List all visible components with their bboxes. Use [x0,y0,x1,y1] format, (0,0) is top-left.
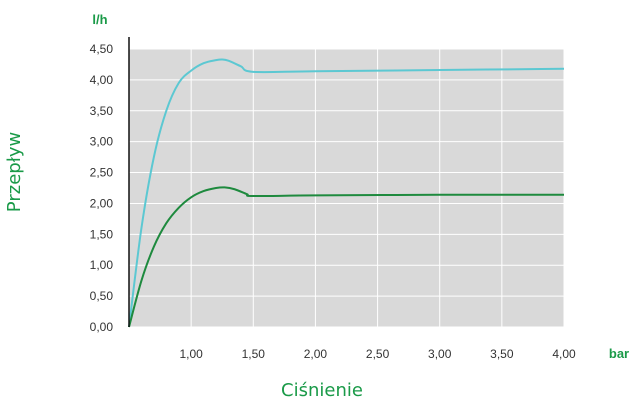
y-tick-label: 3,00 [90,135,114,149]
y-tick-label: 0,00 [90,320,114,334]
x-tick-label: 1,00 [179,347,203,361]
y-tick-label: 2,50 [90,166,114,180]
y-tick-label: 4,50 [90,42,114,56]
y-tick-label: 4,00 [90,73,114,87]
x-tick-label: 2,50 [366,347,390,361]
x-tick-label: 3,00 [428,347,452,361]
y-tick-label: 2,00 [90,196,114,210]
x-tick-label: 4,00 [552,347,576,361]
grid-lines [129,48,565,328]
series-lines [128,58,565,328]
series-line-2 [128,186,565,328]
x-tick-label: 2,00 [304,347,328,361]
y-tick-labels: 0,00 0,50 1,00 1,50 2,00 2,50 3,00 3,50 4,00 4,50 [90,42,114,334]
plot-area [129,49,564,327]
x-unit-label: bar [609,346,629,361]
x-axis-title: Ciśnienie [281,380,363,401]
x-tick-labels: 1,00 1,50 2,00 2,50 3,00 3,50 4,00 [179,347,576,361]
series-line-1 [128,58,565,328]
y-tick-label: 0,50 [90,289,114,303]
y-unit-label: l/h [92,12,107,27]
y-axis-title: Przepływ [4,132,25,212]
y-tick-label: 1,00 [90,258,114,272]
y-tick-label: 3,50 [90,104,114,118]
y-tick-label: 1,50 [90,227,114,241]
x-tick-label: 1,50 [242,347,266,361]
x-tick-label: 3,50 [490,347,514,361]
